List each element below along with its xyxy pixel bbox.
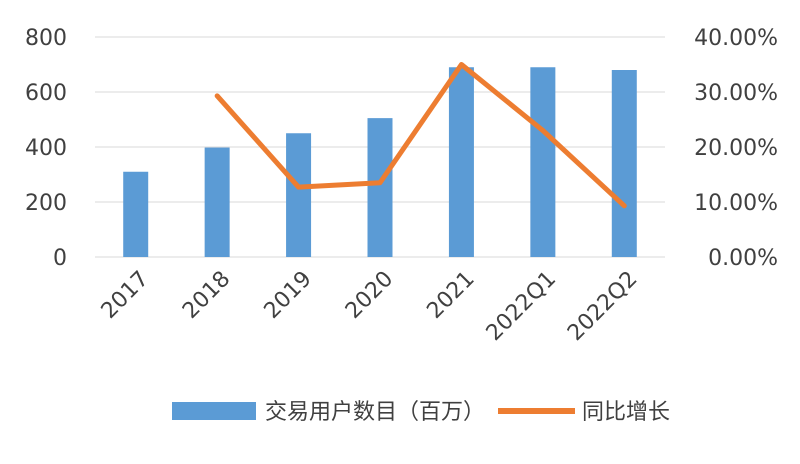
y-left-tick-label: 600 — [25, 81, 67, 106]
y-right-tick-label: 30.00% — [694, 81, 778, 106]
bar-series — [123, 67, 637, 257]
bar — [449, 67, 474, 257]
y-left-tick-label: 400 — [25, 136, 67, 161]
y-right-tick-label: 20.00% — [694, 136, 778, 161]
x-tick-label: 2020 — [341, 267, 398, 324]
bar — [612, 70, 637, 257]
y-right-tick-label: 0.00% — [708, 246, 778, 271]
x-tick-label: 2021 — [422, 267, 479, 324]
left-axis-tick-labels: 0 200 400 600 800 — [25, 26, 67, 271]
x-tick-label: 2019 — [260, 267, 317, 324]
y-left-tick-label: 200 — [25, 191, 67, 216]
bar — [123, 172, 148, 257]
x-tick-label: 2017 — [97, 267, 154, 324]
growth-line — [217, 65, 624, 206]
x-tick-label: 2022Q1 — [482, 267, 561, 346]
legend-line-label: 同比增长 — [582, 400, 670, 425]
bar — [286, 133, 311, 257]
legend-bar-swatch — [172, 402, 256, 420]
legend: 交易用户数目（百万） 同比增长 — [172, 400, 670, 425]
line-series — [217, 64, 624, 206]
right-axis-tick-labels: 0.00% 10.00% 20.00% 30.00% 40.00% — [694, 26, 778, 271]
legend-bar-label: 交易用户数目（百万） — [265, 400, 485, 425]
bar — [205, 148, 230, 257]
x-tick-label: 2022Q2 — [563, 267, 642, 346]
y-right-tick-label: 40.00% — [694, 26, 778, 51]
bar — [368, 118, 393, 257]
bar — [530, 67, 555, 257]
x-tick-label: 2018 — [178, 267, 235, 324]
y-right-tick-label: 10.00% — [694, 191, 778, 216]
y-left-tick-label: 0 — [53, 246, 67, 271]
y-left-tick-label: 800 — [25, 26, 67, 51]
